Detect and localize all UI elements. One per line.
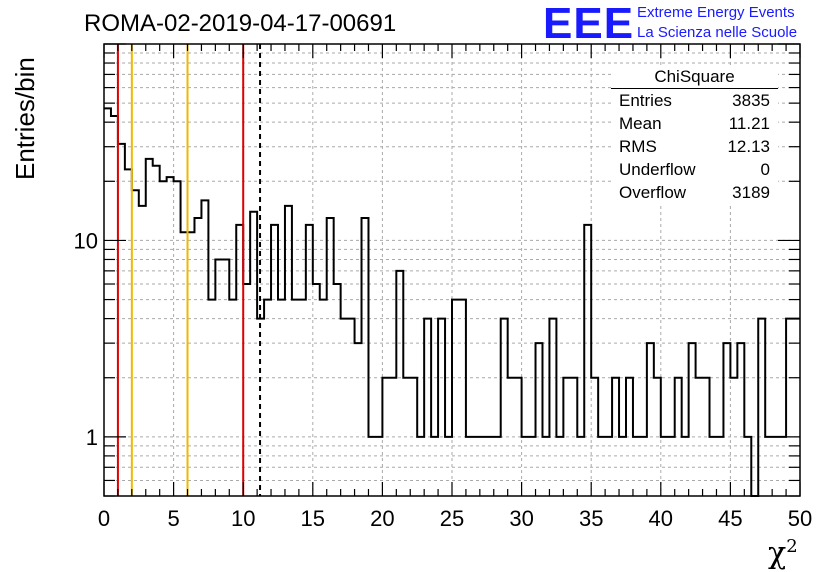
x-tick-label: 10 (231, 506, 255, 531)
x-tick-label: 15 (301, 506, 325, 531)
x-tick-label: 30 (509, 506, 533, 531)
stats-row: Overflow 3189 (611, 181, 778, 204)
y-tick-label: 1 (86, 425, 98, 450)
reference-lines (116, 44, 262, 496)
stats-row-label: Overflow (619, 183, 687, 202)
logo-line-1: Extreme Energy Events (637, 4, 795, 21)
logo-line-2: La Scienza nelle Scuole (637, 24, 798, 41)
stats-row: RMS 12.13 (611, 135, 778, 158)
x-tick-label: 50 (788, 506, 812, 531)
eee-logo: EEE (543, 0, 635, 48)
stats-row-label: Underflow (619, 160, 696, 179)
x-tick-label: 40 (649, 506, 673, 531)
stats-row: Underflow 0 (611, 158, 778, 181)
y-axis-label: Entries/bin (10, 57, 40, 180)
stats-row-value: 0 (760, 160, 770, 179)
stats-row-value: 12.13 (727, 137, 770, 156)
axis-ticks (103, 43, 801, 497)
y-tick-label: 10 (74, 228, 98, 253)
stats-row-label: Entries (619, 91, 672, 110)
stats-title: ChiSquare (611, 66, 778, 89)
x-tick-label: 35 (579, 506, 603, 531)
stats-row: Mean 11.21 (611, 112, 778, 135)
x-axis-label: χ2 (768, 536, 798, 571)
x-axis-label-exponent: 2 (786, 536, 798, 557)
x-tick-label: 25 (440, 506, 464, 531)
stats-rows: Entries 3835 Mean 11.21 RMS 12.13 Underflow 0 Ov… (611, 89, 778, 204)
histogram-line (104, 107, 800, 497)
run-title: ROMA-02-2019-04-17-00691 (84, 10, 397, 37)
stats-row-label: Mean (619, 114, 662, 133)
x-tick-label: 0 (98, 506, 110, 531)
x-tick-label: 20 (370, 506, 394, 531)
stats-row: Entries 3835 (611, 89, 778, 112)
stats-row-value: 3835 (732, 91, 770, 110)
tick-labels: 0 5 10 15 20 25 30 35 40 45 50 1 10 (74, 228, 813, 531)
x-axis-label-symbol: χ (768, 536, 787, 571)
stats-box: ChiSquare Entries 3835 Mean 11.21 RMS 12.13 Un… (611, 66, 778, 204)
x-tick-label: 45 (718, 506, 742, 531)
stats-row-value: 3189 (732, 183, 770, 202)
stats-row-label: RMS (619, 137, 657, 156)
x-tick-label: 5 (167, 506, 179, 531)
histogram-series (104, 107, 800, 497)
stats-row-value: 11.21 (728, 114, 770, 133)
